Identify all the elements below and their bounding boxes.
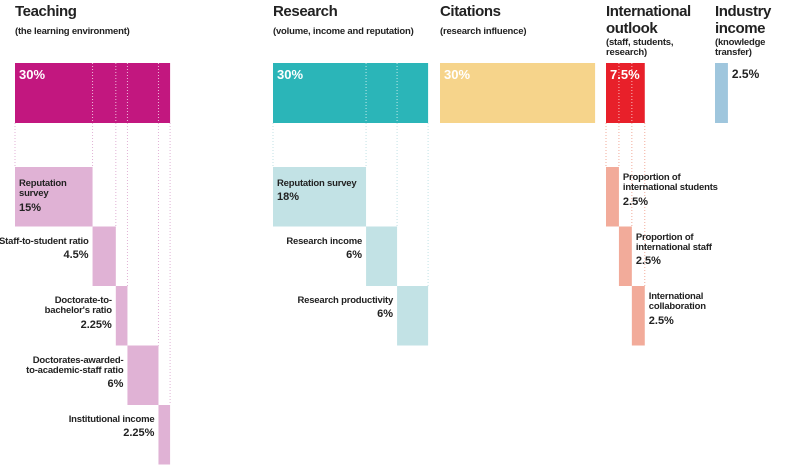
component-label: Doctorate-to-bachelor's ratio: [44, 295, 112, 317]
pillar-title: International outlook: [606, 3, 691, 37]
component-weight: 2.5%: [622, 195, 648, 208]
pillar-weight: 30%: [19, 67, 46, 82]
component-weight: 15%: [19, 201, 42, 214]
component-label-group: International collaboration 2.5%: [648, 291, 744, 327]
pillar-weight: 30%: [277, 67, 304, 82]
pillar-title: Research: [273, 3, 338, 20]
component-weight: 2.5%: [635, 255, 661, 268]
component-label-group: Proportion of international staff 2.5%: [635, 231, 731, 268]
component-label-group: Doctorate-to-bachelor's ratio 2.25%: [12, 295, 112, 331]
component-label-group: Research income 6%: [262, 235, 363, 262]
pillar-weight: 30%: [444, 67, 471, 82]
pillar-subtitle: (staff, students, research): [606, 37, 674, 59]
pillar-title: Citations: [440, 3, 501, 20]
component-label-group: Proportion of international students 2.5%: [622, 172, 718, 208]
component-block: [158, 405, 171, 465]
component-weight: 2.25%: [123, 427, 155, 440]
pillar-subtitle: (volume, income and reputation): [273, 26, 414, 37]
pillar-weight: 2.5%: [731, 67, 760, 81]
component-weight: 4.5%: [63, 248, 89, 261]
pillar-weight: 7.5%: [610, 67, 640, 82]
pillar-title: Industry income: [715, 3, 771, 37]
component-block: [618, 226, 632, 286]
pillar-title: Teaching: [15, 3, 77, 20]
component-label: Reputation survey: [277, 178, 357, 189]
component-block: [397, 286, 429, 346]
component-block: [606, 167, 619, 227]
component-label: Proportion of international students: [622, 172, 718, 194]
component-label-group: Staff-to-student ratio 4.5%: [0, 235, 89, 262]
component-block: [15, 167, 93, 227]
component-label-group: Doctorates-awarded-to-academic-staff rat…: [23, 354, 124, 391]
component-weight: 18%: [277, 191, 300, 204]
component-label: Doctorates-awarded-to-academic-staff rat…: [26, 354, 124, 376]
component-label: International collaboration: [648, 291, 706, 313]
pillar-subtitle: (the learning environment): [15, 26, 130, 37]
component-block: [273, 167, 367, 227]
component-weight: 2.25%: [80, 318, 112, 331]
component-label: Research productivity: [297, 295, 394, 306]
component-block: [127, 345, 159, 405]
pillar-bar: [606, 63, 645, 123]
component-weight: 6%: [377, 308, 394, 321]
component-label: Research income: [286, 235, 363, 247]
component-block: [115, 286, 128, 346]
component-block: [366, 226, 398, 286]
component-label: Proportion of international staff: [635, 231, 712, 253]
component-label: Staff-to-student ratio: [0, 235, 89, 247]
component-weight: 2.5%: [648, 314, 674, 327]
component-weight: 6%: [346, 248, 363, 261]
component-label: Reputation survey: [19, 178, 67, 200]
component-weight: 6%: [107, 378, 124, 391]
pillar-bar: [273, 63, 429, 123]
component-block: [631, 286, 645, 346]
component-label: Institutional income: [68, 414, 155, 425]
component-label-group: Research productivity 6%: [293, 295, 394, 321]
component-label-group: Reputation survey 18%: [277, 178, 362, 204]
pillar-bar: [715, 63, 728, 123]
component-label-group: Reputation survey 15%: [19, 178, 89, 214]
component-label-group: Institutional income 2.25%: [54, 414, 155, 440]
component-block: [92, 226, 116, 286]
pillar-subtitle: (research influence): [440, 26, 527, 37]
pillar-subtitle: (knowledge transfer): [715, 37, 766, 59]
pillar-bar: [440, 63, 596, 123]
